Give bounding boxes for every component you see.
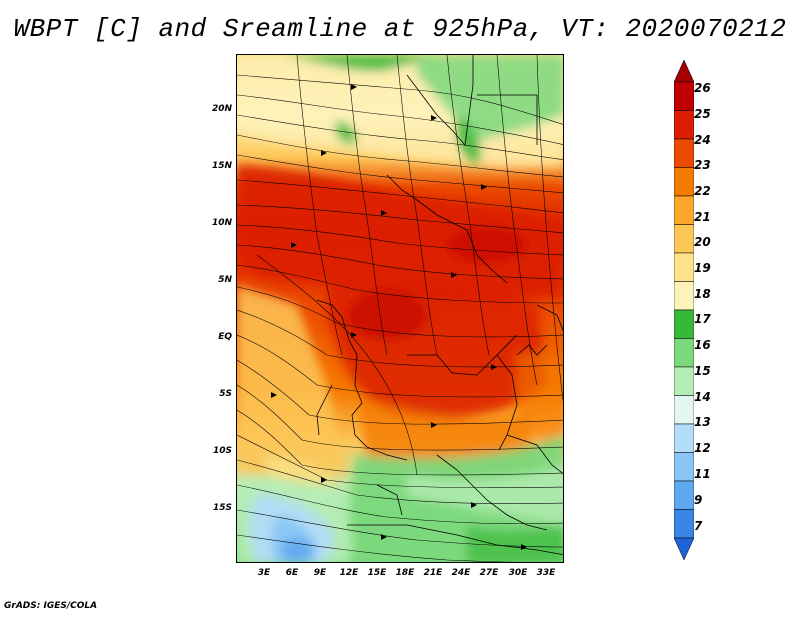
colorbar-label-9: 9 — [694, 493, 703, 507]
colorbar-segment-18 — [674, 281, 694, 311]
lat-label-eq: EQ — [218, 332, 232, 342]
streamlines — [237, 55, 563, 562]
colorbar-label-18: 18 — [694, 287, 711, 301]
colorbar-segment-19 — [674, 252, 694, 282]
colorbar-segment-24 — [674, 110, 694, 140]
lat-label-15s: 15S — [212, 503, 232, 513]
colorbar-segment-16 — [674, 338, 694, 368]
colorbar-label-22: 22 — [694, 184, 711, 198]
lat-label-20n: 20N — [211, 104, 232, 114]
colorbar-label-26: 26 — [694, 81, 711, 95]
colorbar-segments — [674, 60, 694, 560]
lat-label-5n: 5N — [218, 275, 232, 285]
colorbar-segment-26 — [674, 60, 694, 83]
colorbar-label-14: 14 — [694, 390, 711, 404]
colorbar-segment-7 — [674, 537, 694, 560]
colorbar-segment-21 — [674, 195, 694, 225]
lat-label-10n: 10N — [211, 218, 232, 228]
colorbar-label-12: 12 — [694, 441, 711, 455]
streamline-arrows — [271, 84, 527, 550]
lon-label-6e: 6E — [285, 568, 299, 578]
colorbar-segment-15 — [674, 366, 694, 396]
shaded-regions — [237, 55, 563, 562]
lon-label-33e: 33E — [536, 568, 556, 578]
country-borders — [316, 55, 563, 556]
colorbar-segment-13 — [674, 423, 694, 453]
colorbar-segment-9 — [674, 509, 694, 539]
colorbar-label-25: 25 — [694, 107, 711, 121]
colorbar-label-19: 19 — [694, 261, 711, 275]
colorbar-segment-23 — [674, 138, 694, 168]
lon-label-12e: 12E — [339, 568, 359, 578]
colorbar-segment-14 — [674, 395, 694, 425]
colorbar-label-21: 21 — [694, 210, 711, 224]
colorbar-label-24: 24 — [694, 133, 711, 147]
lon-label-24e: 24E — [451, 568, 471, 578]
colorbar-label-16: 16 — [694, 338, 711, 352]
map-panel — [236, 54, 564, 563]
lon-label-21e: 21E — [423, 568, 443, 578]
lon-label-15e: 15E — [367, 568, 387, 578]
colorbar-segment-25 — [674, 81, 694, 111]
colorbar-label-13: 13 — [694, 415, 711, 429]
colorbar-label-23: 23 — [694, 158, 711, 172]
lat-label-10s: 10S — [212, 446, 232, 456]
colorbar-segment-11 — [674, 480, 694, 510]
lat-label-15n: 15N — [211, 161, 232, 171]
wbpt-field — [237, 55, 563, 562]
footer-credit: GrADS: IGES/COLA — [4, 601, 98, 611]
chart-title: WBPT [C] and Sreamline at 925hPa, VT: 20… — [13, 14, 787, 44]
lon-label-3e: 3E — [257, 568, 271, 578]
colorbar — [674, 60, 694, 560]
colorbar-segment-17 — [674, 309, 694, 339]
lat-label-5s: 5S — [219, 389, 232, 399]
colorbar-label-20: 20 — [694, 235, 711, 249]
colorbar-label-17: 17 — [694, 312, 711, 326]
lon-label-18e: 18E — [395, 568, 415, 578]
colorbar-label-15: 15 — [694, 364, 711, 378]
lon-label-27e: 27E — [479, 568, 499, 578]
lon-label-30e: 30E — [508, 568, 528, 578]
colorbar-segment-22 — [674, 167, 694, 197]
lon-label-9e: 9E — [313, 568, 327, 578]
colorbar-segment-20 — [674, 224, 694, 254]
colorbar-segment-12 — [674, 452, 694, 482]
colorbar-label-7: 7 — [694, 519, 703, 533]
colorbar-label-11: 11 — [694, 467, 711, 481]
